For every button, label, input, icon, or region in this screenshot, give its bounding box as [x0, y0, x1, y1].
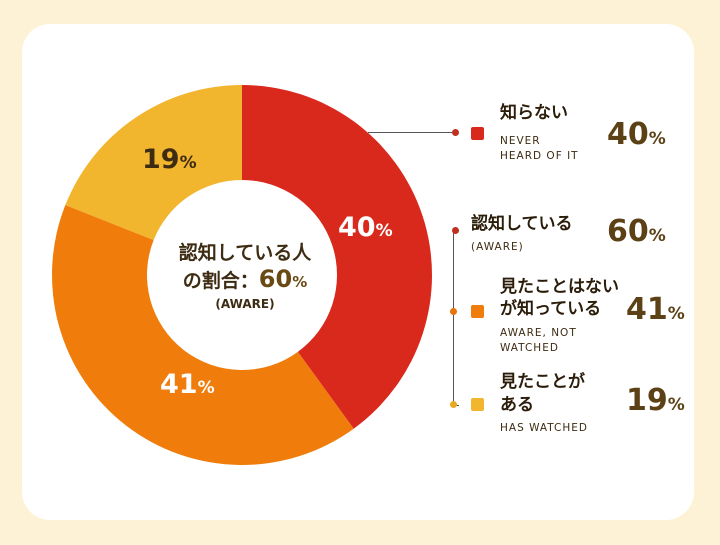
legend-sub-never-1: NEVER [500, 135, 541, 147]
slice-label-not-watched: 41% [160, 369, 215, 400]
legend-value-aware: 60% [607, 214, 666, 249]
swatch-not-watched [471, 305, 484, 318]
donut-slices [51, 85, 433, 465]
slice-label-never: 40% [338, 212, 393, 243]
slice-not-watched [51, 205, 354, 465]
legend-title-not-watched-2: が知っている [500, 299, 602, 319]
legend-sub-not-watched-2: WATCHED [500, 342, 559, 354]
legend-sub-never-2: HEARD OF IT [500, 150, 579, 162]
legend-title-aware: 認知している [471, 214, 573, 234]
dot-never [452, 129, 459, 136]
connector-never [368, 132, 456, 133]
slice-label-watched: 19% [142, 144, 197, 175]
donut-center-text: 認知している人 の割合：60% (AWARE) [150, 240, 340, 311]
center-line-1: 認知している人 [178, 242, 312, 264]
swatch-never [471, 127, 484, 140]
slice-never [242, 85, 433, 429]
legend-title-watched-2: ある [500, 395, 534, 415]
legend-value-watched: 19% [626, 383, 685, 418]
legend-title-never: 知らない [500, 103, 568, 123]
dot-aware [452, 227, 459, 234]
slice-watched [65, 85, 242, 241]
dot-not-watched [450, 308, 457, 315]
legend-sub-watched: HAS WATCHED [500, 422, 589, 434]
dot-watched [450, 401, 457, 408]
legend-title-watched-1: 見たことが [500, 372, 585, 392]
legend-sub-aware: (AWARE) [471, 241, 524, 253]
center-line-2: の割合：60% [182, 265, 308, 293]
swatch-watched [471, 398, 484, 411]
bracket-aware [453, 230, 454, 405]
legend-value-not-watched: 41% [626, 292, 685, 327]
legend-value-never: 40% [607, 117, 666, 152]
center-sub: (AWARE) [215, 297, 275, 311]
legend-sub-not-watched-1: AWARE, NOT [500, 327, 577, 339]
legend-title-not-watched-1: 見たことはない [500, 277, 619, 297]
